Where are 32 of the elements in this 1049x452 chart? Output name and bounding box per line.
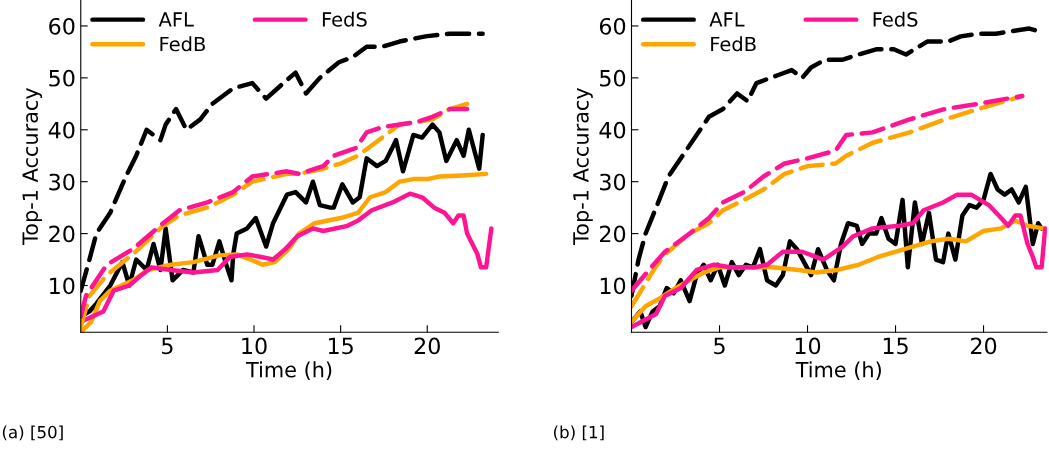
y-tick-label: 20: [599, 225, 626, 243]
legend-label: FedS: [322, 11, 367, 27]
x-axis-title: Time (h): [795, 361, 881, 380]
legend-label: FedB: [711, 36, 756, 52]
y-tick-label: 30: [600, 173, 626, 191]
x-tick-label: 15: [328, 337, 353, 355]
y-axis-title: Top-1 Accuracy: [573, 87, 593, 245]
legend-label: FedB: [160, 36, 205, 52]
y-tick-label: 50: [600, 69, 626, 87]
x-tick-label: 20: [971, 337, 997, 355]
x-tick-label: 15: [883, 337, 908, 355]
y-tick-label: 40: [599, 121, 626, 139]
y-tick-label: 40: [48, 121, 75, 139]
x-tick-label: 5: [162, 337, 173, 355]
y-tick-label: 50: [49, 69, 75, 87]
y-tick-label: 10: [50, 277, 75, 295]
y-tick-label: 20: [49, 225, 75, 243]
x-tick-label: 10: [242, 337, 267, 355]
x-tick-label: 5: [714, 337, 725, 355]
y-tick-label: 60: [599, 17, 626, 35]
y-tick-label: 60: [49, 17, 75, 35]
x-tick-label: 10: [795, 337, 821, 355]
y-tick-label: 10: [600, 277, 626, 295]
legend-label: AFL: [709, 12, 745, 27]
y-tick-label: 30: [49, 173, 75, 191]
x-axis-title: Time (h): [245, 361, 332, 380]
y-axis-title: Top-1 Accuracy: [22, 87, 43, 245]
text: (b) [1]: [554, 425, 604, 441]
text: (a) [50]: [2, 425, 63, 441]
legend-label: AFL: [158, 12, 194, 27]
x-tick-label: 20: [414, 337, 440, 355]
legend-label: FedS: [873, 11, 918, 27]
